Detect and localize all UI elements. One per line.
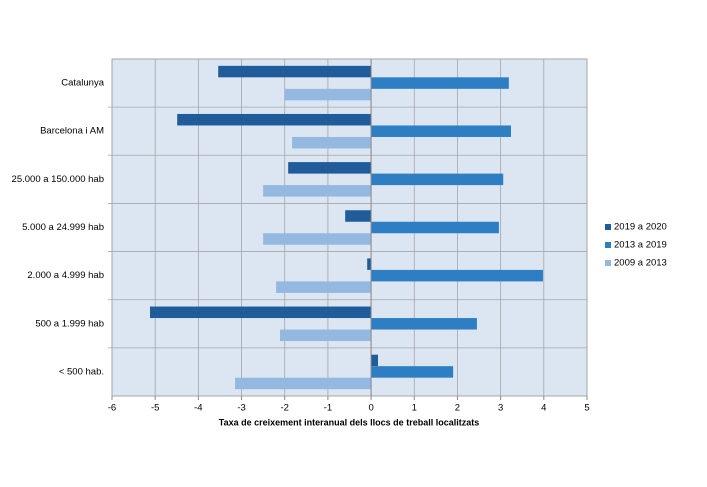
bar <box>288 162 372 174</box>
x-tick-label: 3 <box>498 403 503 414</box>
y-tick-label: 5.000 a 24.999 hab <box>22 222 104 233</box>
bar <box>371 366 454 378</box>
bar <box>292 136 372 149</box>
bar <box>284 88 372 101</box>
bar <box>371 221 499 234</box>
y-tick-label: 25.000 a 150.000 hab <box>12 174 104 185</box>
legend-swatch <box>605 224 611 230</box>
bar <box>371 269 543 282</box>
bar <box>150 306 372 319</box>
bar <box>371 77 509 89</box>
y-tick-label: Barcelona i AM <box>40 126 104 137</box>
x-tick-label: 1 <box>412 403 417 414</box>
x-tick-label: 2 <box>455 403 460 414</box>
legend-swatch <box>605 260 611 266</box>
bar <box>177 113 372 126</box>
x-tick-label: -5 <box>151 403 159 414</box>
bar <box>263 233 372 245</box>
bar <box>263 185 372 197</box>
bar <box>235 377 372 390</box>
y-tick-label: Catalunya <box>61 78 104 89</box>
y-tick-label: 2.000 a 4.999 hab <box>27 270 104 281</box>
x-axis-label: Taxa de creixement interanual dels llocs… <box>219 417 479 427</box>
legend-label: 2009 a 2013 <box>614 258 667 269</box>
x-tick-label: 4 <box>541 403 546 414</box>
x-tick-label: 0 <box>368 403 373 414</box>
y-tick-label: < 500 hab. <box>59 366 104 377</box>
x-tick-label: -1 <box>324 403 332 414</box>
bar <box>345 210 372 222</box>
bar <box>371 354 378 367</box>
bar <box>279 329 372 342</box>
x-tick-label: -6 <box>108 403 116 414</box>
bar <box>276 281 372 293</box>
legend-label: 2019 a 2020 <box>614 222 667 233</box>
bar <box>371 318 477 330</box>
x-tick-label: -4 <box>194 403 202 414</box>
bar <box>371 125 511 137</box>
plot-area <box>111 58 588 397</box>
bar <box>371 173 504 186</box>
bar <box>367 258 372 270</box>
bar <box>218 65 372 78</box>
legend-label: 2013 a 2019 <box>614 240 667 251</box>
legend-swatch <box>605 242 611 248</box>
x-tick-label: 5 <box>584 403 589 414</box>
y-tick-label: 500 a 1.999 hab <box>35 318 104 329</box>
x-tick-label: -3 <box>237 403 245 414</box>
x-tick-label: -2 <box>281 403 289 414</box>
